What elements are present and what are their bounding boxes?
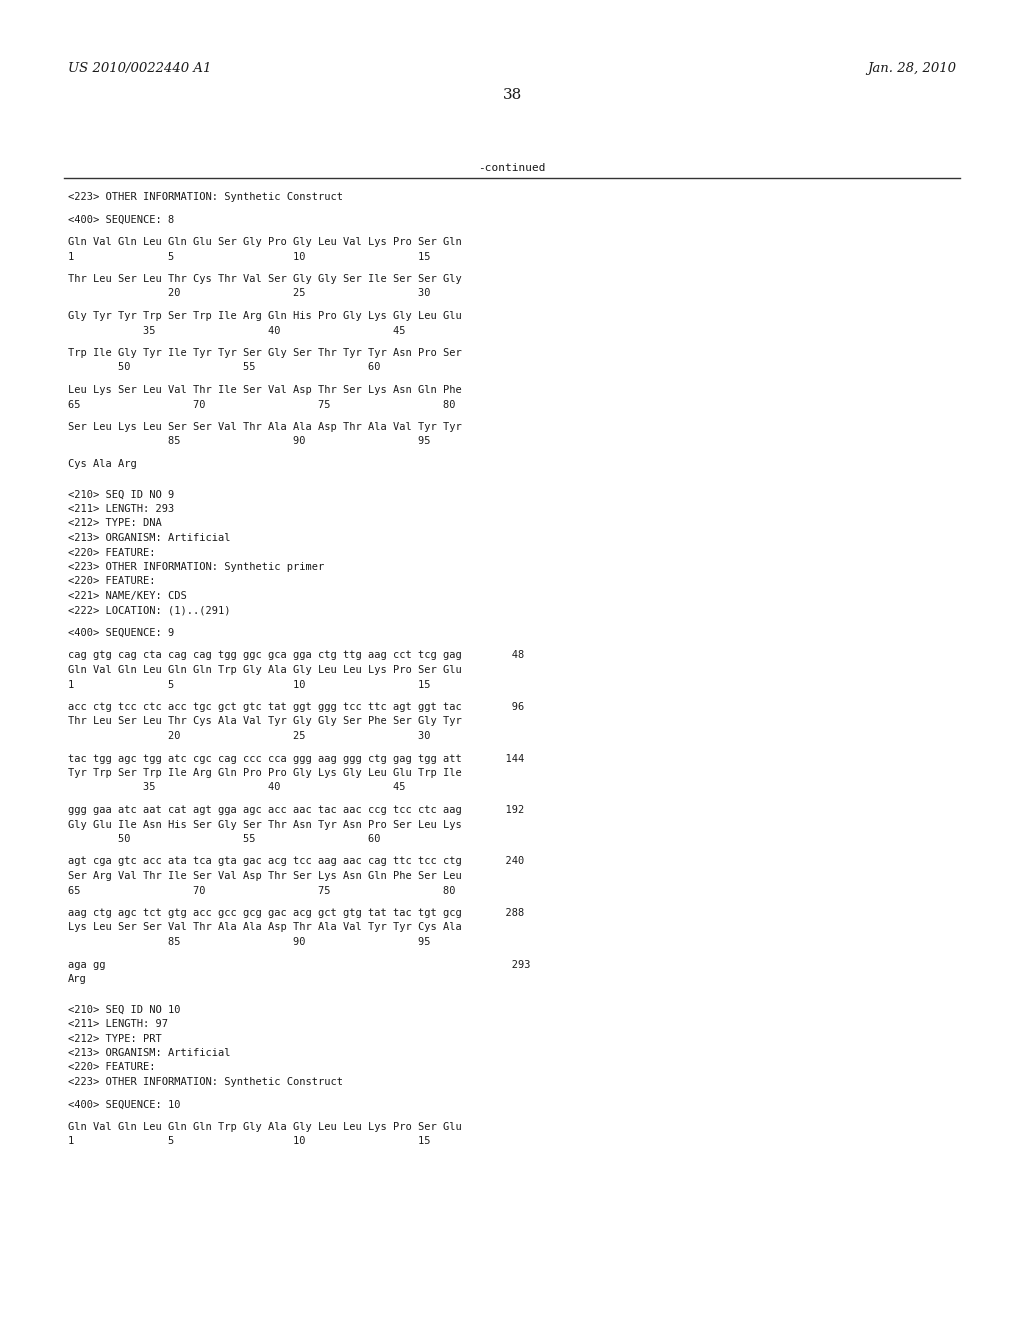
Text: Gly Tyr Tyr Trp Ser Trp Ile Arg Gln His Pro Gly Lys Gly Leu Glu: Gly Tyr Tyr Trp Ser Trp Ile Arg Gln His …	[68, 312, 462, 321]
Text: 85                  90                  95: 85 90 95	[68, 437, 430, 446]
Text: <220> FEATURE:: <220> FEATURE:	[68, 577, 156, 586]
Text: acc ctg tcc ctc acc tgc gct gtc tat ggt ggg tcc ttc agt ggt tac        96: acc ctg tcc ctc acc tgc gct gtc tat ggt …	[68, 702, 524, 711]
Text: Ser Leu Lys Leu Ser Ser Val Thr Ala Ala Asp Thr Ala Val Tyr Tyr: Ser Leu Lys Leu Ser Ser Val Thr Ala Ala …	[68, 422, 462, 432]
Text: <211> LENGTH: 293: <211> LENGTH: 293	[68, 504, 174, 513]
Text: Gln Val Gln Leu Gln Gln Trp Gly Ala Gly Leu Leu Lys Pro Ser Glu: Gln Val Gln Leu Gln Gln Trp Gly Ala Gly …	[68, 1122, 462, 1133]
Text: 50                  55                  60: 50 55 60	[68, 363, 381, 372]
Text: <400> SEQUENCE: 9: <400> SEQUENCE: 9	[68, 628, 174, 638]
Text: agt cga gtc acc ata tca gta gac acg tcc aag aac cag ttc tcc ctg       240: agt cga gtc acc ata tca gta gac acg tcc …	[68, 857, 524, 866]
Text: <223> OTHER INFORMATION: Synthetic Construct: <223> OTHER INFORMATION: Synthetic Const…	[68, 191, 343, 202]
Text: Jan. 28, 2010: Jan. 28, 2010	[867, 62, 956, 75]
Text: Leu Lys Ser Leu Val Thr Ile Ser Val Asp Thr Ser Lys Asn Gln Phe: Leu Lys Ser Leu Val Thr Ile Ser Val Asp …	[68, 385, 462, 395]
Text: 65                  70                  75                  80: 65 70 75 80	[68, 886, 456, 895]
Text: 1               5                   10                  15: 1 5 10 15	[68, 252, 430, 261]
Text: Tyr Trp Ser Trp Ile Arg Gln Pro Pro Gly Lys Gly Leu Glu Trp Ile: Tyr Trp Ser Trp Ile Arg Gln Pro Pro Gly …	[68, 768, 462, 777]
Text: 1               5                   10                  15: 1 5 10 15	[68, 1137, 430, 1147]
Text: <400> SEQUENCE: 10: <400> SEQUENCE: 10	[68, 1100, 180, 1110]
Text: cag gtg cag cta cag cag tgg ggc gca gga ctg ttg aag cct tcg gag        48: cag gtg cag cta cag cag tgg ggc gca gga …	[68, 651, 524, 660]
Text: <212> TYPE: DNA: <212> TYPE: DNA	[68, 519, 162, 528]
Text: aag ctg agc tct gtg acc gcc gcg gac acg gct gtg tat tac tgt gcg       288: aag ctg agc tct gtg acc gcc gcg gac acg …	[68, 908, 524, 917]
Text: ggg gaa atc aat cat agt gga agc acc aac tac aac ccg tcc ctc aag       192: ggg gaa atc aat cat agt gga agc acc aac …	[68, 805, 524, 814]
Text: <223> OTHER INFORMATION: Synthetic primer: <223> OTHER INFORMATION: Synthetic prime…	[68, 562, 325, 572]
Text: Ser Arg Val Thr Ile Ser Val Asp Thr Ser Lys Asn Gln Phe Ser Leu: Ser Arg Val Thr Ile Ser Val Asp Thr Ser …	[68, 871, 462, 880]
Text: 85                  90                  95: 85 90 95	[68, 937, 430, 946]
Text: <210> SEQ ID NO 9: <210> SEQ ID NO 9	[68, 490, 174, 499]
Text: Arg: Arg	[68, 974, 87, 983]
Text: <213> ORGANISM: Artificial: <213> ORGANISM: Artificial	[68, 1048, 230, 1059]
Text: tac tgg agc tgg atc cgc cag ccc cca ggg aag ggg ctg gag tgg att       144: tac tgg agc tgg atc cgc cag ccc cca ggg …	[68, 754, 524, 763]
Text: 20                  25                  30: 20 25 30	[68, 289, 430, 298]
Text: 35                  40                  45: 35 40 45	[68, 326, 406, 335]
Text: Cys Ala Arg: Cys Ala Arg	[68, 459, 137, 469]
Text: Thr Leu Ser Leu Thr Cys Thr Val Ser Gly Gly Ser Ile Ser Ser Gly: Thr Leu Ser Leu Thr Cys Thr Val Ser Gly …	[68, 275, 462, 284]
Text: <210> SEQ ID NO 10: <210> SEQ ID NO 10	[68, 1005, 180, 1015]
Text: Lys Leu Ser Ser Val Thr Ala Ala Asp Thr Ala Val Tyr Tyr Cys Ala: Lys Leu Ser Ser Val Thr Ala Ala Asp Thr …	[68, 923, 462, 932]
Text: <211> LENGTH: 97: <211> LENGTH: 97	[68, 1019, 168, 1030]
Text: 35                  40                  45: 35 40 45	[68, 783, 406, 792]
Text: <220> FEATURE:: <220> FEATURE:	[68, 548, 156, 557]
Text: <222> LOCATION: (1)..(291): <222> LOCATION: (1)..(291)	[68, 606, 230, 615]
Text: 20                  25                  30: 20 25 30	[68, 731, 430, 741]
Text: 1               5                   10                  15: 1 5 10 15	[68, 680, 430, 689]
Text: <221> NAME/KEY: CDS: <221> NAME/KEY: CDS	[68, 591, 186, 601]
Text: US 2010/0022440 A1: US 2010/0022440 A1	[68, 62, 211, 75]
Text: <400> SEQUENCE: 8: <400> SEQUENCE: 8	[68, 214, 174, 224]
Text: Gln Val Gln Leu Gln Gln Trp Gly Ala Gly Leu Leu Lys Pro Ser Glu: Gln Val Gln Leu Gln Gln Trp Gly Ala Gly …	[68, 665, 462, 675]
Text: <213> ORGANISM: Artificial: <213> ORGANISM: Artificial	[68, 533, 230, 543]
Text: Gln Val Gln Leu Gln Glu Ser Gly Pro Gly Leu Val Lys Pro Ser Gln: Gln Val Gln Leu Gln Glu Ser Gly Pro Gly …	[68, 238, 462, 247]
Text: aga gg                                                                 293: aga gg 293	[68, 960, 530, 969]
Text: -continued: -continued	[478, 162, 546, 173]
Text: <212> TYPE: PRT: <212> TYPE: PRT	[68, 1034, 162, 1044]
Text: <220> FEATURE:: <220> FEATURE:	[68, 1063, 156, 1072]
Text: 50                  55                  60: 50 55 60	[68, 834, 381, 843]
Text: <223> OTHER INFORMATION: Synthetic Construct: <223> OTHER INFORMATION: Synthetic Const…	[68, 1077, 343, 1086]
Text: 38: 38	[503, 88, 521, 102]
Text: 65                  70                  75                  80: 65 70 75 80	[68, 400, 456, 409]
Text: Gly Glu Ile Asn His Ser Gly Ser Thr Asn Tyr Asn Pro Ser Leu Lys: Gly Glu Ile Asn His Ser Gly Ser Thr Asn …	[68, 820, 462, 829]
Text: Thr Leu Ser Leu Thr Cys Ala Val Tyr Gly Gly Ser Phe Ser Gly Tyr: Thr Leu Ser Leu Thr Cys Ala Val Tyr Gly …	[68, 717, 462, 726]
Text: Trp Ile Gly Tyr Ile Tyr Tyr Ser Gly Ser Thr Tyr Tyr Asn Pro Ser: Trp Ile Gly Tyr Ile Tyr Tyr Ser Gly Ser …	[68, 348, 462, 358]
